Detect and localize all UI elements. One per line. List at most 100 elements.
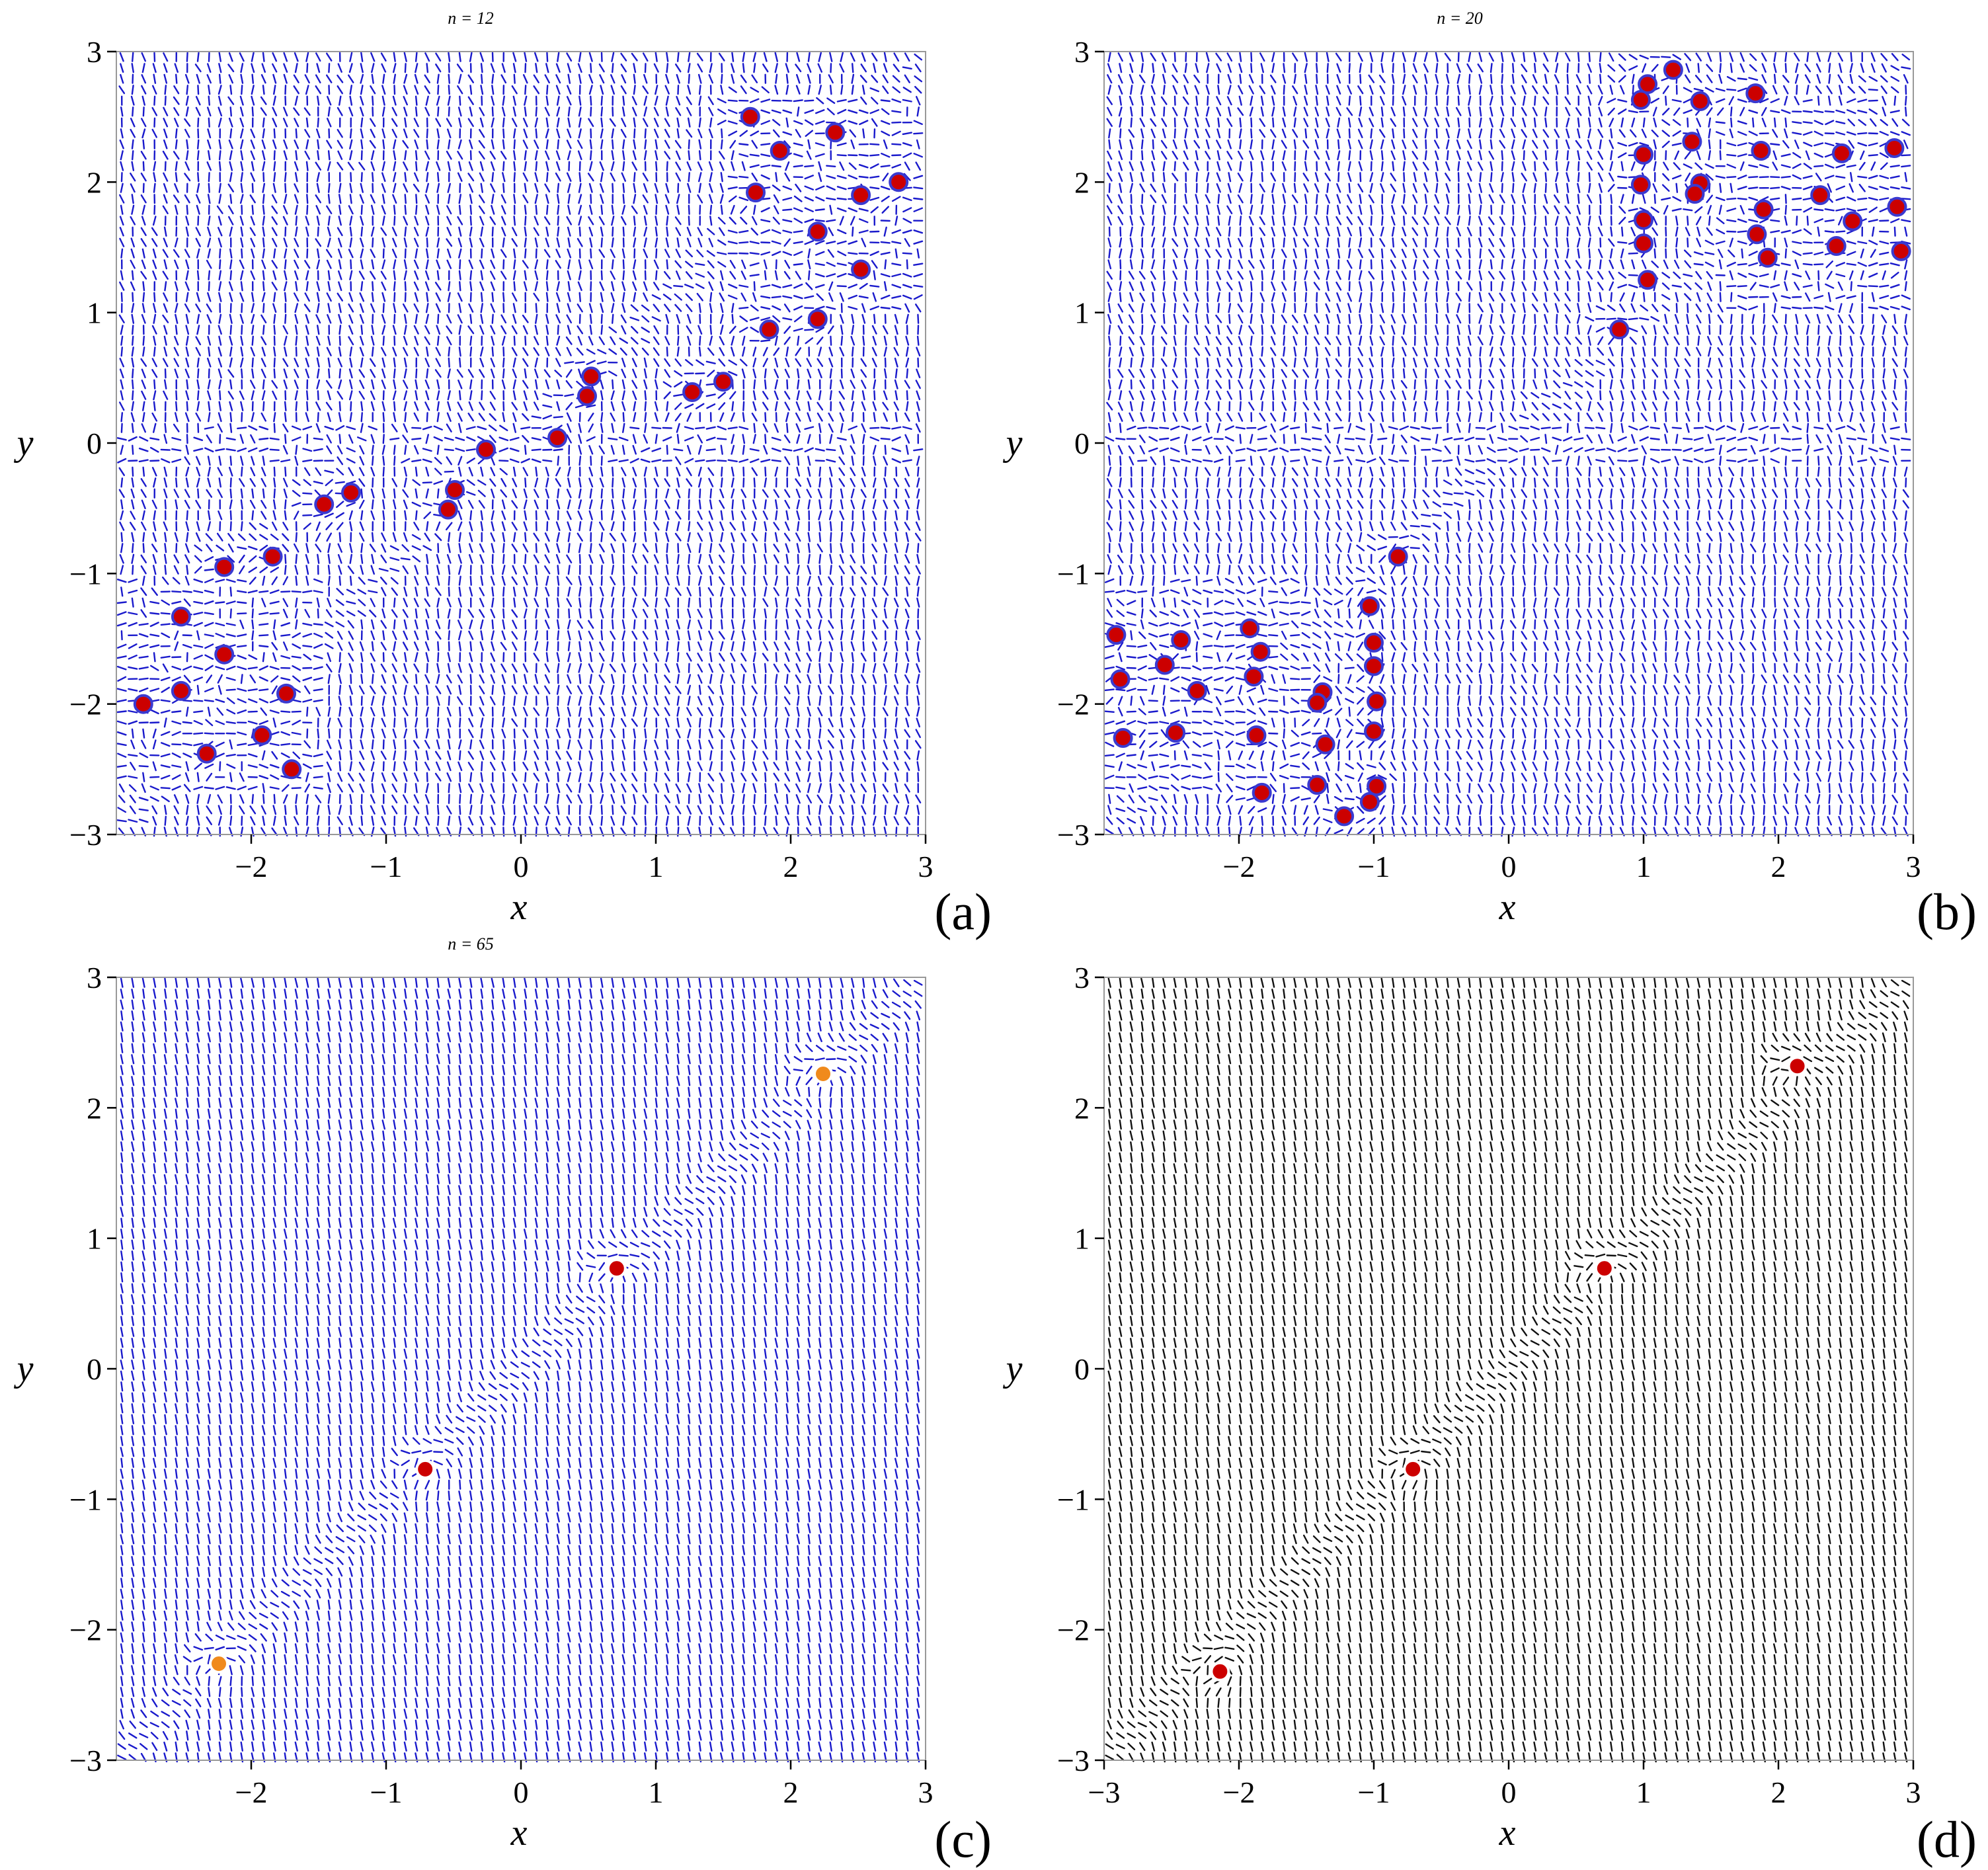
field-arrow	[721, 129, 722, 138]
field-arrow	[131, 130, 135, 137]
field-arrow	[165, 337, 167, 345]
field-arrow	[536, 129, 537, 138]
field-arrow	[263, 304, 264, 312]
field-arrow	[470, 238, 472, 247]
field-arrow	[414, 184, 419, 192]
field-arrow	[132, 402, 134, 411]
field-arrow	[481, 511, 483, 520]
field-arrow	[284, 446, 287, 454]
field-arrow	[317, 555, 319, 563]
field-arrow	[186, 107, 188, 116]
field-arrow	[337, 513, 344, 518]
field-arrow	[132, 162, 134, 171]
field-arrow	[885, 315, 886, 323]
field-arrow	[492, 522, 494, 530]
field-arrow	[785, 327, 791, 333]
field-arrow	[198, 358, 199, 367]
field-arrow	[383, 456, 385, 465]
field-arrow	[372, 489, 374, 498]
field-arrow	[655, 402, 657, 411]
field-arrow	[666, 315, 669, 323]
field-arrow	[207, 304, 212, 311]
field-arrow	[742, 490, 746, 498]
field-arrow	[623, 238, 624, 247]
field-arrow	[293, 480, 300, 485]
field-arrow	[633, 544, 635, 552]
field-arrow	[567, 555, 571, 563]
field-arrow	[524, 468, 528, 476]
field-arrow	[589, 577, 592, 585]
field-arrow	[469, 119, 473, 126]
field-arrow	[306, 53, 308, 61]
field-arrow	[743, 402, 744, 411]
field-arrow	[327, 141, 331, 148]
field-arrow	[642, 305, 649, 311]
field-arrow	[772, 110, 781, 113]
field-arrow	[481, 304, 483, 312]
field-arrow	[403, 435, 409, 442]
field-arrow	[785, 435, 789, 442]
field-arrow	[383, 402, 385, 411]
field-arrow	[805, 241, 813, 244]
field-arrow	[412, 460, 420, 462]
field-arrow	[859, 155, 868, 156]
field-arrow	[458, 293, 462, 301]
field-arrow	[775, 424, 778, 432]
field-arrow	[185, 130, 189, 138]
field-arrow	[830, 380, 831, 389]
field-arrow	[870, 231, 879, 232]
field-arrow	[372, 282, 373, 290]
field-arrow	[764, 555, 766, 563]
field-arrow	[741, 206, 747, 213]
field-arrow	[699, 478, 701, 487]
field-arrow	[840, 566, 844, 573]
field-arrow	[675, 305, 681, 311]
field-arrow	[208, 468, 210, 476]
field-arrow	[207, 435, 212, 442]
field-arrow	[903, 133, 912, 134]
field-arrow	[621, 468, 625, 476]
field-arrow	[219, 282, 221, 290]
field-arrow	[121, 271, 123, 280]
field-arrow	[350, 370, 352, 378]
field-arrow	[218, 490, 222, 498]
field-arrow	[623, 380, 625, 389]
field-arrow	[175, 533, 178, 542]
field-arrow	[274, 358, 275, 367]
field-arrow	[383, 489, 385, 498]
field-arrow	[261, 501, 266, 508]
field-arrow	[153, 261, 157, 268]
field-arrow	[479, 491, 485, 497]
field-arrow	[874, 271, 875, 280]
field-arrow	[347, 427, 356, 429]
field-arrow	[545, 370, 550, 378]
field-arrow	[916, 163, 920, 170]
field-arrow	[307, 162, 308, 171]
field-arrow	[612, 489, 613, 498]
field-arrow	[525, 555, 526, 563]
field-arrow	[274, 173, 276, 181]
field-arrow	[404, 97, 407, 104]
field-arrow	[220, 522, 221, 530]
field-arrow	[423, 427, 431, 429]
field-arrow	[296, 325, 297, 334]
field-arrow	[623, 249, 625, 258]
field-arrow	[425, 402, 429, 410]
field-arrow	[536, 565, 537, 574]
field-arrow	[296, 446, 298, 454]
field-arrow	[698, 534, 702, 542]
field-arrow	[881, 242, 890, 243]
field-arrow	[871, 110, 879, 113]
field-arrow	[732, 468, 734, 476]
field-arrow	[688, 227, 691, 235]
field-arrow	[590, 227, 592, 235]
field-arrow	[272, 228, 277, 235]
field-arrow	[883, 173, 889, 181]
field-arrow	[546, 380, 549, 389]
field-arrow	[763, 64, 768, 71]
field-arrow	[120, 358, 124, 366]
field-arrow	[612, 522, 614, 531]
field-arrow	[284, 217, 288, 225]
field-arrow	[251, 435, 255, 443]
field-arrow	[296, 129, 297, 138]
